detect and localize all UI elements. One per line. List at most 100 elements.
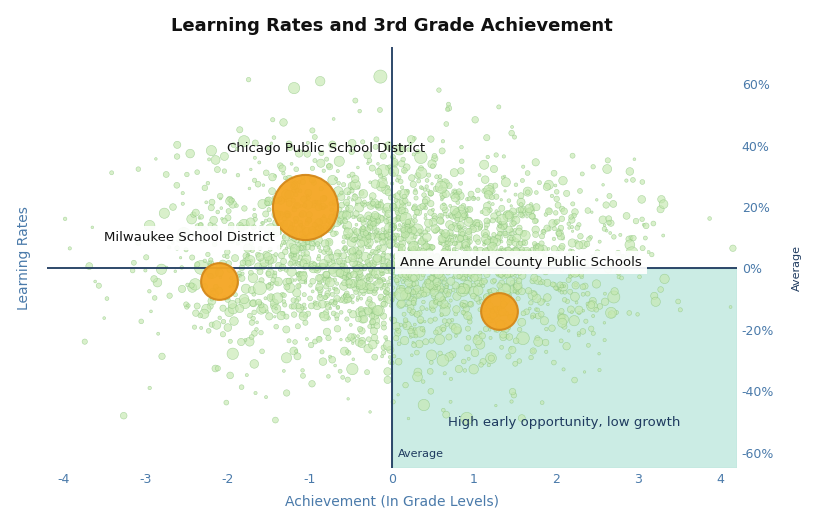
Point: [334, 269, 347, 277]
Point: [390, 277, 403, 285]
Point: [535, 298, 548, 306]
Point: [151, 330, 164, 338]
Point: [483, 297, 496, 305]
Point: [478, 265, 491, 273]
Point: [195, 220, 208, 229]
Point: [392, 215, 405, 223]
Point: [247, 274, 260, 282]
Point: [368, 333, 381, 342]
Point: [522, 207, 535, 216]
Point: [253, 299, 266, 307]
Point: [526, 291, 539, 299]
Point: [479, 238, 492, 247]
Point: [301, 310, 314, 318]
Point: [443, 317, 456, 326]
Point: [352, 196, 365, 205]
Point: [522, 265, 535, 273]
Point: [559, 250, 572, 259]
Point: [460, 264, 473, 272]
Point: [330, 175, 343, 183]
Point: [285, 302, 298, 311]
Point: [567, 200, 580, 208]
Point: [625, 249, 638, 257]
Point: [417, 265, 430, 274]
Point: [567, 212, 580, 220]
Point: [357, 227, 370, 236]
Point: [451, 214, 464, 222]
Point: [455, 204, 468, 212]
Point: [335, 188, 348, 197]
Point: [317, 275, 330, 283]
Point: [274, 196, 287, 205]
Point: [388, 234, 401, 242]
Point: [408, 296, 421, 304]
Point: [221, 214, 234, 222]
Point: [324, 353, 337, 361]
Point: [437, 262, 450, 270]
Point: [83, 262, 96, 270]
Point: [268, 299, 281, 307]
Point: [548, 235, 561, 243]
Point: [514, 198, 527, 206]
Point: [362, 260, 375, 269]
Point: [368, 199, 381, 207]
Point: [427, 287, 440, 296]
Point: [549, 259, 562, 267]
Point: [488, 264, 501, 272]
Point: [224, 265, 237, 274]
Point: [376, 238, 389, 246]
Point: [541, 257, 554, 266]
Point: [377, 269, 390, 278]
Point: [347, 254, 360, 262]
Point: [465, 269, 478, 278]
Point: [478, 247, 491, 256]
Point: [374, 72, 387, 81]
Point: [225, 196, 238, 205]
Point: [315, 311, 328, 319]
Point: [531, 243, 544, 251]
Point: [326, 355, 339, 364]
Point: [410, 310, 423, 319]
Point: [413, 261, 426, 270]
Point: [587, 163, 600, 171]
Point: [209, 156, 222, 164]
Point: [540, 348, 553, 356]
Point: [466, 259, 479, 268]
Point: [409, 239, 422, 247]
Point: [566, 223, 579, 231]
Point: [422, 219, 435, 227]
Point: [222, 207, 235, 215]
Point: [517, 248, 530, 257]
Point: [370, 269, 383, 277]
Point: [488, 266, 501, 275]
Point: [367, 227, 380, 236]
Point: [409, 194, 422, 202]
Point: [300, 227, 313, 236]
Point: [408, 251, 421, 260]
Point: [550, 187, 563, 196]
Point: [420, 242, 433, 250]
Point: [280, 354, 293, 362]
Point: [341, 375, 354, 384]
Point: [502, 196, 515, 205]
Point: [247, 299, 260, 308]
Point: [377, 343, 390, 352]
Point: [398, 207, 411, 215]
Point: [63, 244, 77, 253]
Point: [408, 204, 421, 213]
Point: [598, 336, 611, 344]
Point: [612, 273, 625, 281]
Point: [523, 304, 536, 313]
Point: [260, 227, 273, 236]
Point: [492, 265, 505, 273]
Point: [299, 312, 312, 320]
Point: [331, 249, 344, 257]
Point: [359, 262, 372, 271]
Point: [572, 306, 585, 314]
Point: [400, 222, 413, 230]
Point: [382, 142, 395, 150]
Point: [337, 251, 350, 260]
Point: [503, 264, 516, 272]
Point: [484, 182, 497, 191]
Point: [364, 408, 377, 416]
